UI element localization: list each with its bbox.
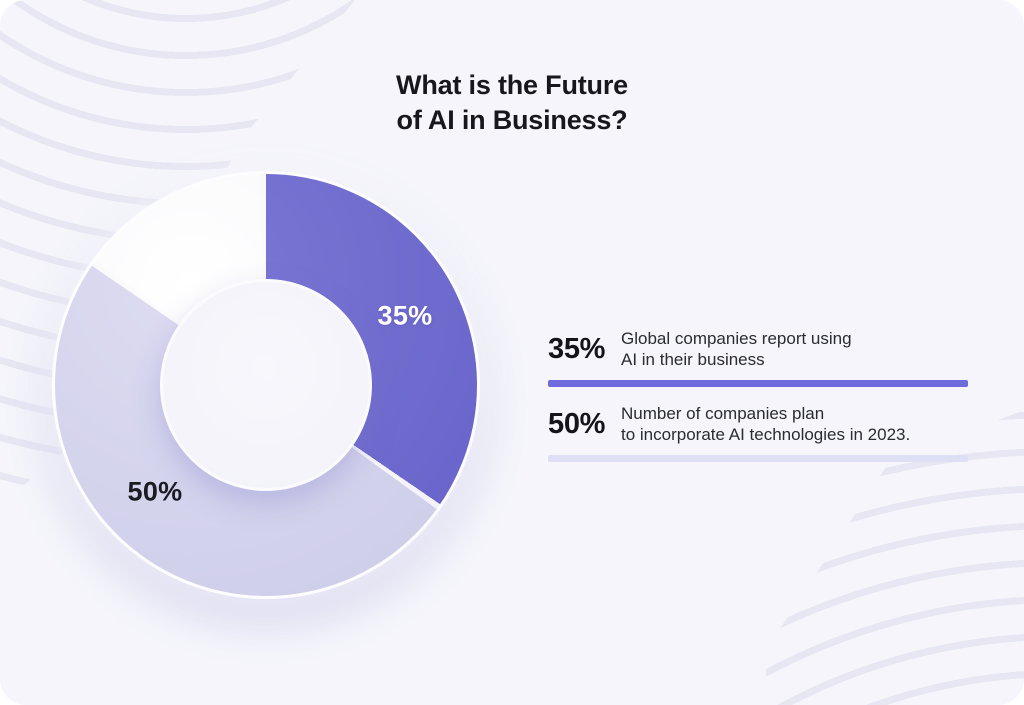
- legend-text-50-line-2: to incorporate AI technologies in 2023.: [621, 425, 911, 444]
- page-title: What is the Future of AI in Business?: [0, 68, 1024, 138]
- legend-item-50: 50% Number of companies plan to incorpor…: [548, 403, 968, 445]
- title-line-1: What is the Future: [396, 70, 628, 100]
- legend-divider-lavender: [548, 455, 968, 462]
- legend-text-35: Global companies report using AI in thei…: [621, 328, 852, 370]
- legend-text-50-line-1: Number of companies plan: [621, 404, 825, 423]
- legend-item-35: 35% Global companies report using AI in …: [548, 328, 968, 370]
- legend-divider-purple: [548, 380, 968, 387]
- legend: 35% Global companies report using AI in …: [548, 328, 968, 462]
- donut-hole: [160, 279, 372, 491]
- legend-text-50: Number of companies plan to incorporate …: [621, 403, 910, 445]
- slice-label-35: 35%: [377, 300, 433, 331]
- slice-label-50: 50%: [127, 476, 183, 507]
- legend-text-35-line-2: AI in their business: [621, 350, 765, 369]
- legend-value-35: 35%: [548, 332, 606, 365]
- legend-value-50: 50%: [548, 407, 606, 440]
- title-line-2: of AI in Business?: [396, 105, 628, 135]
- donut-chart: 35% 50%: [52, 171, 480, 599]
- legend-text-35-line-1: Global companies report using: [621, 329, 852, 348]
